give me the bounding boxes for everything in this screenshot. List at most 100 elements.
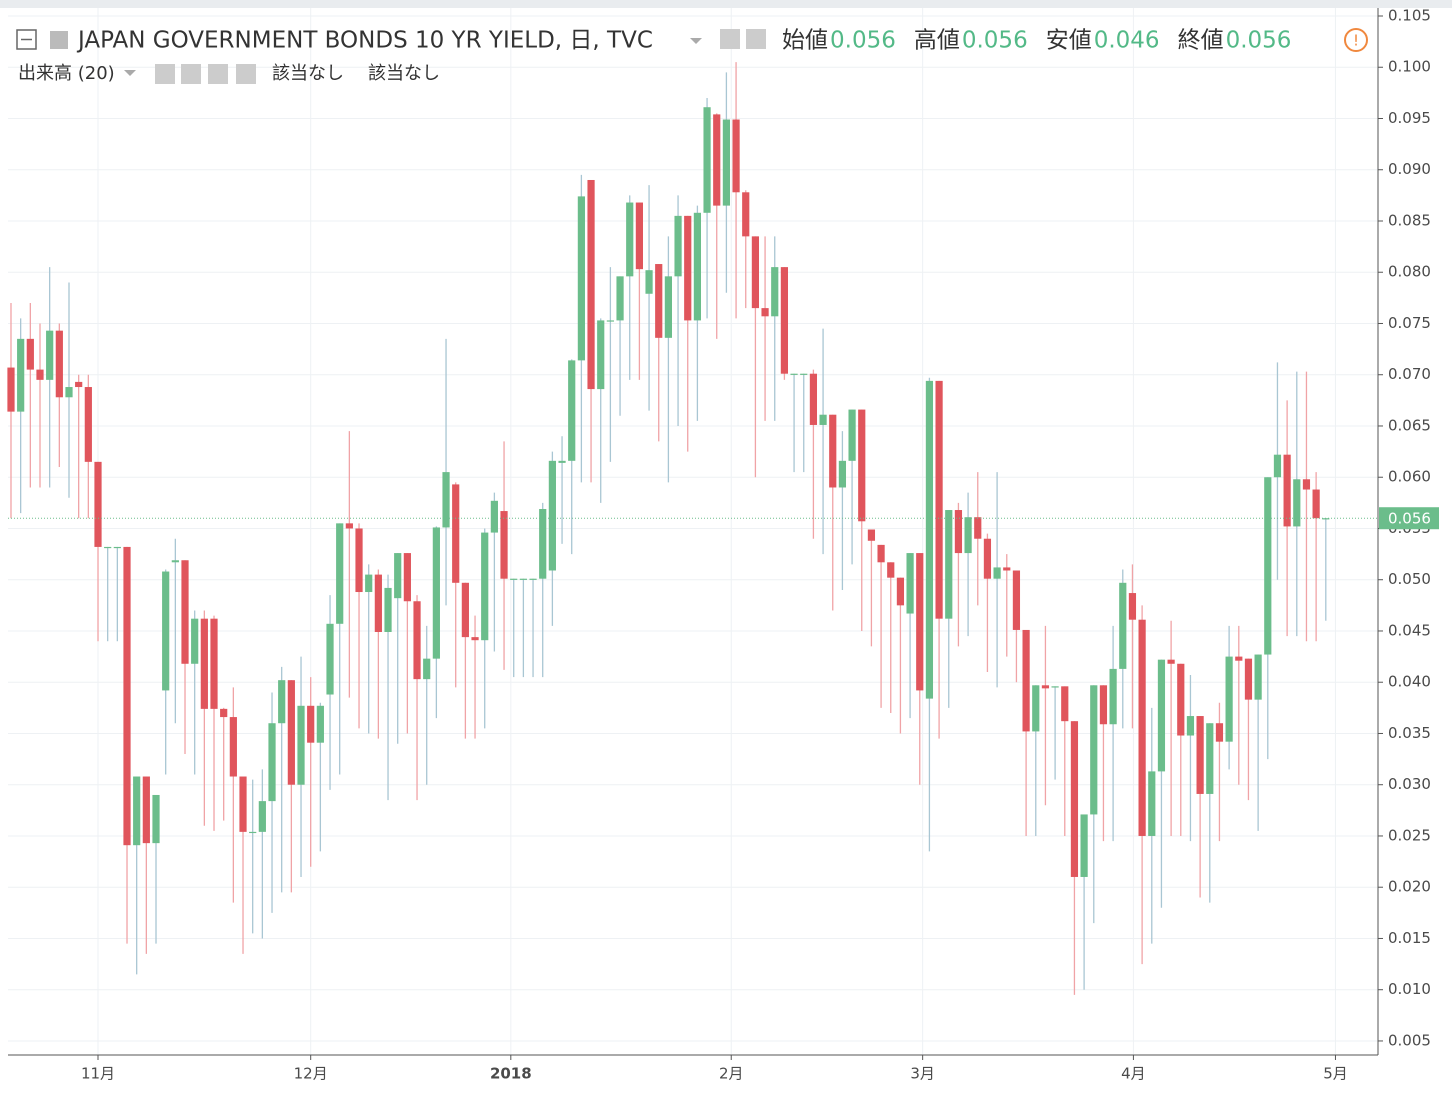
candle-body: [664, 276, 672, 338]
candle-body: [200, 618, 208, 709]
candle-body: [635, 202, 643, 270]
y-tick-label: 0.040: [1388, 673, 1431, 691]
candle-body: [954, 510, 963, 554]
candle-body: [297, 705, 305, 785]
candle-body: [1235, 656, 1243, 661]
candle-body: [1157, 659, 1166, 772]
candle-body: [964, 517, 972, 554]
candle-body: [326, 623, 334, 695]
x-tick-label: 5月: [1323, 1065, 1348, 1083]
legend-value: 0.046: [1094, 28, 1160, 54]
flag-icon: [50, 31, 68, 49]
y-tick-label: 0.035: [1388, 724, 1431, 742]
candle-body: [17, 338, 25, 412]
candle-body: [84, 387, 92, 462]
candle-body: [394, 553, 402, 599]
volume-value: 該当なし: [368, 63, 440, 84]
candle-body: [403, 553, 411, 602]
warning-icon[interactable]: [1344, 28, 1368, 52]
candle-body: [229, 717, 237, 777]
candle-body: [152, 794, 160, 844]
candle-body: [1003, 567, 1011, 571]
candle-body: [26, 338, 34, 370]
candle-body: [819, 414, 827, 425]
candle-body: [1302, 479, 1311, 490]
candle-body: [693, 212, 701, 321]
candle-body: [1167, 659, 1175, 664]
candle-body: [345, 523, 353, 529]
candle-body: [1051, 686, 1059, 688]
chart-title: JAPAN GOVERNMENT BONDS 10 YR YIELD, 日, T…: [76, 28, 653, 54]
candle-body: [558, 460, 566, 463]
candle-body: [46, 330, 54, 380]
x-tick-label: 11月: [81, 1065, 115, 1083]
warning-mark: !: [1353, 32, 1359, 50]
settings-icon[interactable]: [181, 64, 201, 84]
candle-body: [171, 560, 179, 563]
candle-body: [220, 708, 228, 718]
y-tick-label: 0.005: [1388, 1031, 1431, 1049]
candle-body: [742, 192, 750, 237]
candle-body: [432, 527, 440, 659]
candle-body: [877, 544, 885, 563]
candle-body: [481, 532, 489, 641]
candle-body: [191, 618, 199, 664]
candle-body: [838, 460, 847, 488]
candle-body: [142, 776, 150, 844]
candle-body: [442, 472, 450, 528]
candle-body: [626, 202, 634, 277]
candle-body: [1041, 685, 1050, 689]
candle-body: [587, 179, 595, 390]
candle-body: [1206, 723, 1214, 794]
legend-label: 高値: [914, 28, 960, 54]
candle-body: [374, 574, 382, 632]
legend-value: 0.056: [1226, 28, 1292, 54]
legend-label: 安値: [1046, 28, 1092, 54]
candle-body: [1177, 663, 1185, 736]
candle-body: [278, 680, 286, 724]
candle-body: [732, 119, 740, 193]
settings-icon[interactable]: [746, 29, 766, 49]
x-tick-label: 4月: [1121, 1065, 1146, 1083]
legend-label: 終値: [1178, 28, 1224, 54]
close-icon[interactable]: [236, 64, 256, 84]
candle-body: [133, 776, 141, 846]
candle-body: [1244, 658, 1253, 700]
candle-body: [858, 409, 866, 522]
candle-body: [925, 380, 934, 699]
dropdown-arrow[interactable]: [124, 70, 136, 76]
candle-body: [1138, 619, 1146, 836]
candle-body: [703, 107, 711, 213]
y-tick-label: 0.080: [1388, 263, 1431, 281]
candle-body: [887, 562, 895, 578]
add-icon[interactable]: [208, 64, 228, 84]
dropdown-arrow[interactable]: [690, 38, 702, 44]
candle-body: [123, 546, 131, 846]
candle-body: [1186, 716, 1195, 736]
candle-body: [1090, 685, 1098, 815]
candle-body: [239, 776, 247, 832]
candle-body: [945, 510, 953, 619]
collapse-icon[interactable]: [16, 29, 37, 50]
candle-body: [761, 308, 769, 317]
y-tick-label: 0.070: [1388, 365, 1431, 383]
y-tick-label: 0.090: [1388, 160, 1431, 178]
candle-body: [355, 528, 363, 593]
eye-icon[interactable]: [155, 64, 175, 84]
candle-body: [713, 114, 721, 206]
candle-body: [36, 369, 44, 380]
candle-body: [1273, 454, 1282, 478]
candle-body: [568, 360, 576, 461]
candle-body: [684, 215, 692, 321]
candle-body: [1012, 570, 1021, 630]
eye-icon[interactable]: [720, 29, 740, 49]
candle-body: [1322, 518, 1330, 520]
plot: [7, 8, 1378, 1055]
candle-body: [1312, 489, 1320, 519]
legend-value: 0.056: [830, 28, 896, 54]
x-tick-label: 2月: [719, 1065, 744, 1083]
y-tick-label: 0.095: [1388, 109, 1431, 127]
candle-body: [896, 577, 905, 606]
